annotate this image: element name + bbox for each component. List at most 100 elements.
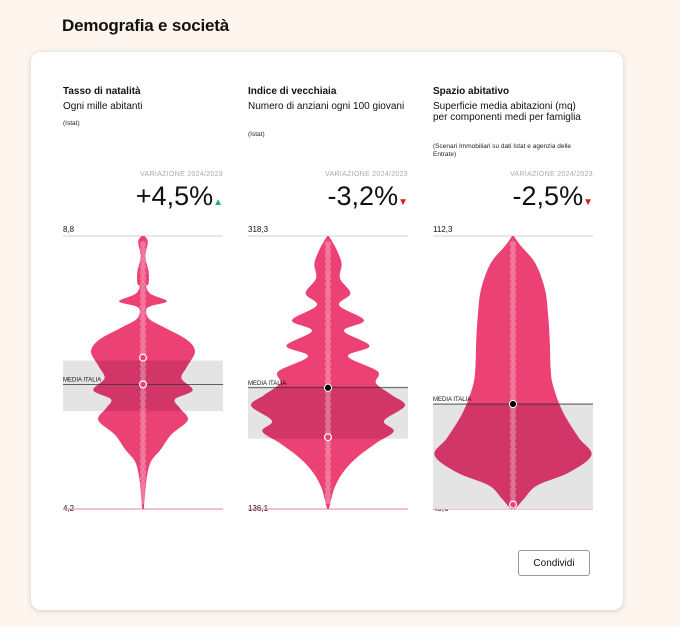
data-point [324, 332, 332, 339]
data-point [509, 389, 517, 396]
data-point [324, 486, 332, 493]
data-point [509, 263, 517, 271]
data-point [139, 412, 147, 419]
data-point [139, 258, 147, 265]
violin-plot: MEDIA ITALIA [248, 235, 408, 510]
data-point [139, 440, 147, 447]
data-point [324, 457, 332, 465]
data-point [324, 286, 332, 294]
data-point [509, 372, 517, 379]
data-point [139, 417, 147, 425]
data-point [139, 286, 147, 294]
mean-label: MEDIA ITALIA [433, 397, 471, 403]
panel-natalita: Tasso di natalità Ogni mille abitanti (I… [63, 52, 223, 522]
data-point [509, 491, 517, 499]
panel-subtitle: Numero di anziani ogni 100 giovani [248, 101, 405, 112]
arrow-down-icon: ▼ [583, 197, 593, 208]
share-button[interactable]: Condividi [518, 550, 590, 576]
data-point [509, 360, 517, 368]
data-point [509, 343, 517, 351]
section-title: Demografia e società [62, 16, 230, 35]
data-point [139, 469, 147, 476]
data-point [509, 434, 517, 442]
data-point [139, 246, 147, 254]
data-point [139, 406, 147, 413]
data-point [509, 451, 517, 459]
data-point [509, 412, 517, 419]
data-point [139, 497, 147, 505]
data-point [139, 400, 147, 408]
data-point [139, 446, 147, 453]
data-point [324, 326, 332, 333]
highlight-point [323, 433, 332, 442]
data-point [324, 269, 332, 276]
mean-point [323, 383, 333, 392]
data-point [324, 355, 332, 362]
data-point [324, 451, 332, 459]
y-max-label: 8,8 [63, 225, 75, 234]
data-point [324, 412, 332, 419]
data-point [324, 303, 332, 311]
data-point [324, 298, 332, 305]
variation-value: -3,2%▼ [327, 181, 408, 211]
data-point [324, 252, 332, 259]
data-point [509, 326, 517, 333]
data-point [324, 263, 332, 271]
data-point [324, 480, 332, 487]
data-point [139, 457, 147, 465]
data-point [509, 252, 517, 259]
data-point [509, 423, 517, 430]
data-point [324, 275, 332, 282]
data-point [509, 286, 517, 294]
data-point [509, 469, 517, 476]
data-point [509, 246, 517, 254]
highlight-point [138, 380, 147, 389]
data-point [139, 292, 147, 299]
data-point [509, 377, 517, 385]
data-point [509, 474, 517, 482]
data-point [139, 309, 147, 316]
data-point [324, 240, 332, 248]
data-point [324, 469, 332, 476]
mean-label: MEDIA ITALIA [63, 377, 101, 383]
arrow-down-icon: ▼ [398, 197, 408, 208]
data-point [139, 320, 147, 328]
data-point [139, 451, 147, 459]
data-point [509, 480, 517, 487]
data-point [509, 406, 517, 413]
data-point [139, 480, 147, 487]
panel-subtitle: Ogni mille abitanti [63, 101, 143, 112]
data-point [509, 394, 517, 402]
data-point [324, 394, 332, 402]
violin-shape [251, 236, 405, 509]
variation-label: VARIAZIONE 2024/2023 [140, 171, 223, 178]
data-point [509, 315, 517, 322]
data-point [139, 360, 147, 368]
data-point [139, 394, 147, 402]
data-point [139, 303, 147, 311]
panel-title: Spazio abitativo [433, 86, 510, 97]
data-point [324, 372, 332, 379]
data-point [509, 429, 517, 436]
data-point [139, 429, 147, 436]
chart-card: Tasso di natalità Ogni mille abitanti (I… [31, 52, 623, 610]
data-point [324, 309, 332, 316]
variation-value: +4,5%▲ [135, 181, 223, 211]
data-point [324, 377, 332, 385]
variation-label: VARIAZIONE 2024/2023 [510, 171, 593, 178]
y-max-label: 318,3 [248, 225, 269, 234]
panel-spazio: Spazio abitativo Superficie media abitaz… [433, 52, 593, 522]
data-point [139, 463, 147, 470]
data-point [139, 343, 147, 351]
data-point [139, 252, 147, 259]
panel-source: (Istat) [63, 120, 80, 127]
data-point [324, 406, 332, 413]
data-point [139, 315, 147, 322]
data-point [324, 463, 332, 470]
data-point [324, 417, 332, 425]
data-point [324, 258, 332, 265]
panel-source: (Istat) [248, 131, 265, 138]
data-point [509, 292, 517, 299]
data-point [324, 400, 332, 408]
data-point [324, 292, 332, 299]
